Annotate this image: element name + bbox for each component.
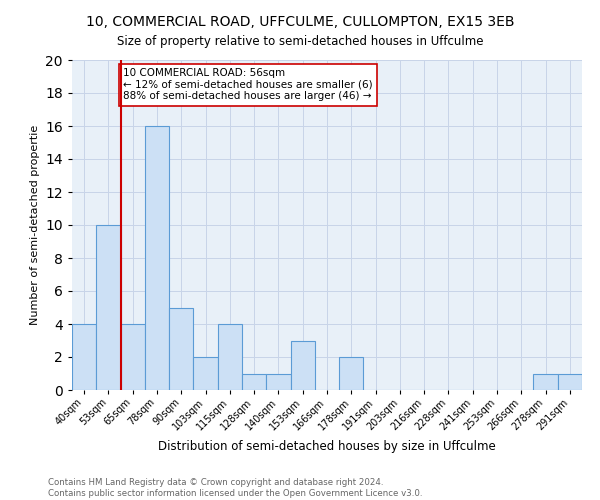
Text: Contains HM Land Registry data © Crown copyright and database right 2024.
Contai: Contains HM Land Registry data © Crown c… (48, 478, 422, 498)
Bar (218, 324, 242, 390)
Bar (266, 374, 290, 390)
Bar (558, 374, 582, 390)
X-axis label: Distribution of semi-detached houses by size in Uffculme: Distribution of semi-detached houses by … (158, 440, 496, 453)
Bar (290, 340, 315, 390)
Bar (193, 357, 218, 390)
Bar (169, 308, 193, 390)
Bar (533, 374, 558, 390)
Bar (72, 324, 96, 390)
Text: 10 COMMERCIAL ROAD: 56sqm
← 12% of semi-detached houses are smaller (6)
88% of s: 10 COMMERCIAL ROAD: 56sqm ← 12% of semi-… (123, 68, 373, 102)
Text: Size of property relative to semi-detached houses in Uffculme: Size of property relative to semi-detach… (117, 35, 483, 48)
Bar (145, 126, 169, 390)
Bar (96, 225, 121, 390)
Bar (339, 357, 364, 390)
Text: 10, COMMERCIAL ROAD, UFFCULME, CULLOMPTON, EX15 3EB: 10, COMMERCIAL ROAD, UFFCULME, CULLOMPTO… (86, 15, 514, 29)
Bar (121, 324, 145, 390)
Y-axis label: Number of semi-detached propertie: Number of semi-detached propertie (29, 125, 40, 325)
Bar (242, 374, 266, 390)
